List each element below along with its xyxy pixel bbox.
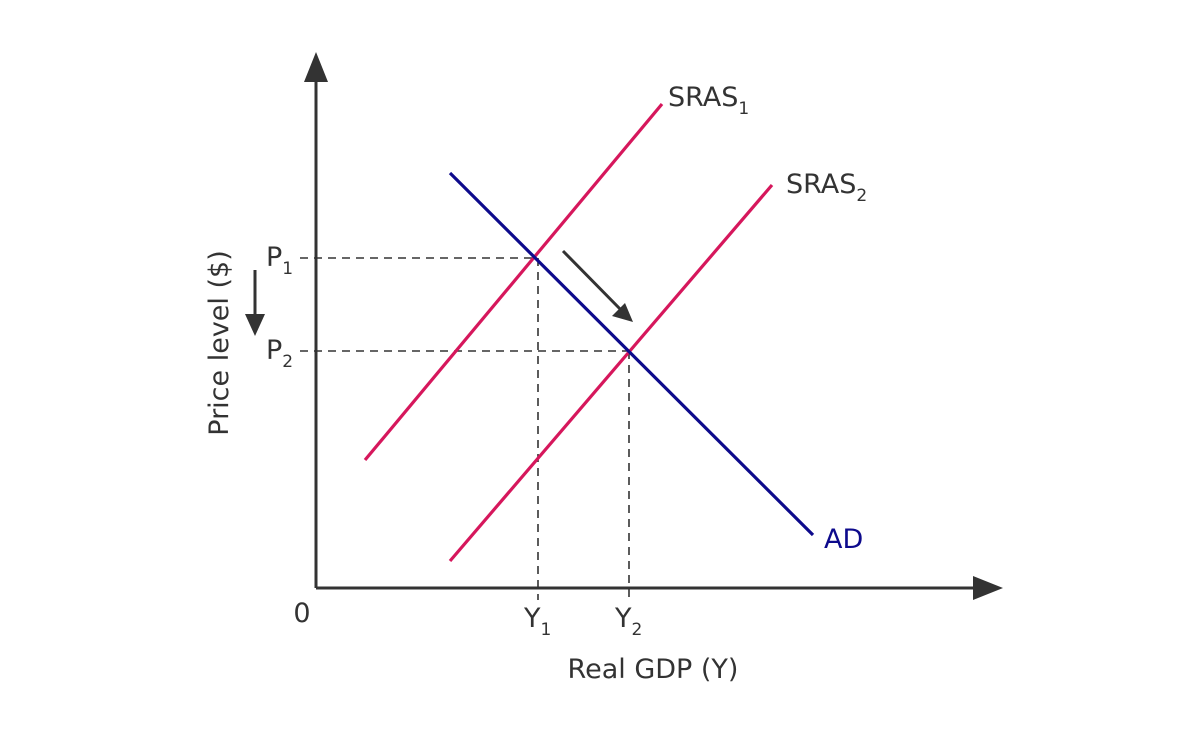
x-axis-title: Real GDP (Y) — [568, 654, 739, 685]
equilibrium-shift-arrow — [561, 249, 626, 315]
ad-curve — [448, 171, 815, 537]
y-axis-title: Price level ($) — [204, 250, 235, 435]
origin-label: 0 — [293, 598, 310, 629]
sras2-curve — [448, 183, 774, 563]
p1-label: P1 — [266, 242, 293, 279]
price-fall-arrowhead-icon — [245, 314, 265, 336]
x-axis-arrowhead-icon — [973, 576, 1003, 600]
p2-label: P2 — [266, 335, 293, 372]
sras1-curve — [363, 102, 664, 462]
sras1-label: SRAS1 — [668, 82, 749, 119]
equilibrium-shift-arrowhead-icon — [612, 303, 633, 322]
y-axis-arrowhead-icon — [304, 52, 328, 82]
ad-label: AD — [824, 524, 863, 555]
y2-label: Y2 — [614, 603, 642, 640]
sras2-label: SRAS2 — [786, 169, 867, 206]
y1-label: Y1 — [523, 603, 551, 640]
